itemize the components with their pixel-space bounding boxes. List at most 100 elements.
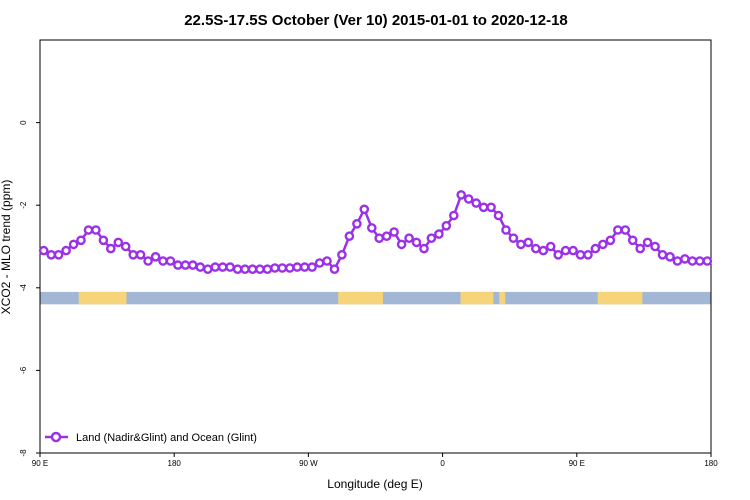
data-point [545,241,556,252]
data-point [665,251,675,262]
data-point [448,210,459,221]
data-point [583,249,593,260]
data-point [91,225,101,235]
data-point [106,243,116,254]
data-point [478,202,489,213]
data-point [374,233,385,243]
data-point [143,256,153,266]
data-point [702,256,713,266]
data-point [53,249,64,260]
data-point [307,262,317,272]
data-point [396,239,407,250]
legend-marker [50,431,62,443]
data-point [292,262,303,272]
data-point [98,235,109,246]
data-point [344,231,355,241]
data-point [187,260,198,270]
x-tick-label: 180 [168,459,182,468]
land-segment [460,291,494,305]
data-point [501,225,511,235]
data-point [687,256,698,266]
data-point [486,202,496,213]
series-points [38,190,713,275]
data-point [83,225,94,235]
data-point [240,264,250,275]
data-point [508,233,519,243]
data-point [568,245,578,256]
y-tick-label: -6 [19,366,28,374]
data-point [38,245,49,256]
y-axis: 0 -2 -4 -6 -8 [19,120,40,457]
data-point [389,227,399,237]
land-segment [78,291,127,305]
data-point [605,235,616,246]
surface-band [40,291,711,305]
data-point [128,249,138,260]
data-point [560,245,571,256]
data-point [232,264,243,275]
x-axis-label: Longitude (deg E) [327,477,422,491]
data-point [217,262,228,272]
data-point [165,256,176,266]
data-point [411,237,422,248]
data-point [672,256,683,266]
data-point [284,263,295,273]
data-point [590,243,601,254]
data-point [113,237,124,248]
data-point [262,264,273,275]
data-point [202,264,213,275]
data-point [366,223,377,233]
data-point [531,243,541,254]
data-point [538,245,549,256]
x-tick-label: 90 E [569,459,585,468]
data-point [322,256,332,266]
data-point [76,235,86,246]
data-point [613,225,623,235]
data-point [650,241,660,252]
y-tick-label: -8 [19,449,28,457]
legend-label: Land (Nadir&Glint) and Ocean (Glint) [76,432,257,444]
plot-frame [39,39,712,454]
data-point [135,249,146,260]
data-point [299,262,310,272]
data-point [180,260,191,270]
data-point [404,233,414,243]
data-point [247,264,258,275]
data-point [314,258,325,268]
data-point [120,241,131,252]
data-point [575,249,586,260]
legend: Land (Nadir&Glint) and Ocean (Glint) [45,431,257,444]
data-point [158,256,168,266]
data-point [635,243,646,254]
data-point [434,229,444,239]
data-point [337,249,347,260]
land-segment [499,291,506,305]
data-point [46,249,57,260]
data-point [225,262,235,272]
data-point [598,239,608,250]
data-point [620,225,631,235]
data-point [680,254,690,264]
data-point [359,204,370,215]
data-point [426,233,437,243]
data-point [516,239,526,250]
x-axis: 90 E 180 90 W 0 90 E 180 [32,453,718,468]
data-point [695,256,705,266]
y-tick-label: -4 [19,284,28,292]
data-point [441,220,452,231]
data-point [173,260,183,270]
data-point [352,218,362,229]
land-segment [338,291,383,305]
data-point [255,264,265,275]
x-tick-label: 180 [704,459,718,468]
y-tick-label: -2 [19,201,28,209]
x-tick-label: 0 [440,459,445,468]
data-point [657,249,668,260]
data-point [277,263,288,273]
y-axis-label: XCO2 - MLO trend (ppm) [0,180,13,315]
data-point [553,249,564,260]
x-tick-label: 90 W [299,459,318,468]
data-point [523,237,534,248]
data-point [270,263,280,273]
